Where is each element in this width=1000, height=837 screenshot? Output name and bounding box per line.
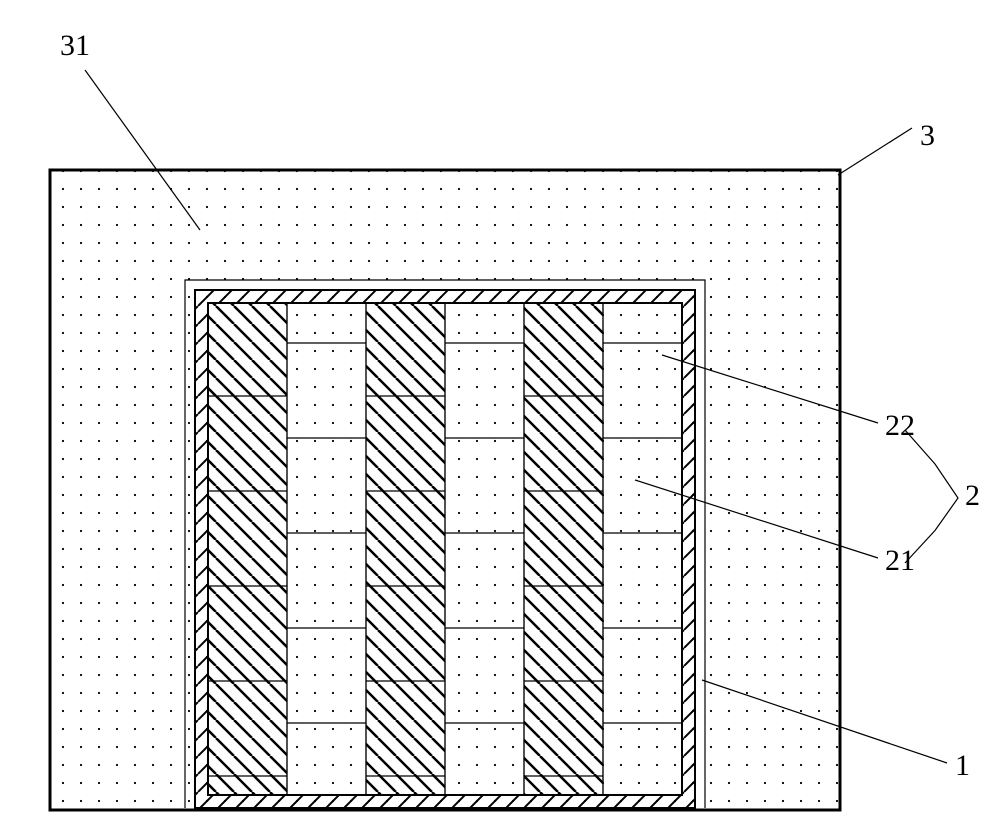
leader-3 (838, 128, 912, 175)
label-l3: 3 (920, 119, 935, 152)
column-3 (445, 303, 524, 795)
label-l2: 2 (965, 479, 980, 512)
column-1 (287, 303, 366, 795)
label-l31: 31 (60, 29, 90, 62)
column-2 (366, 303, 445, 795)
column-0 (208, 303, 287, 795)
label-l1: 1 (955, 749, 970, 782)
column-4 (524, 303, 603, 795)
column-5 (603, 303, 682, 795)
label-l21: 21 (885, 544, 915, 577)
